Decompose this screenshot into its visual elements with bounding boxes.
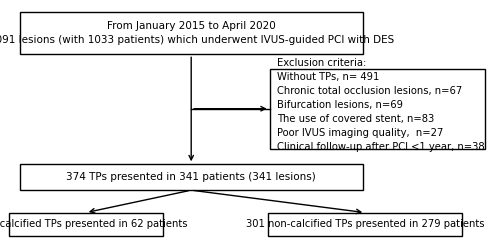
Text: From January 2015 to April 2020
1091 lesions (with 1033 patients) which underwen: From January 2015 to April 2020 1091 les…: [0, 21, 394, 45]
FancyBboxPatch shape: [268, 213, 462, 236]
Text: 73 calcified TPs presented in 62 patients: 73 calcified TPs presented in 62 patient…: [0, 219, 188, 229]
FancyBboxPatch shape: [20, 164, 362, 190]
Text: 301 non-calcified TPs presented in 279 patients: 301 non-calcified TPs presented in 279 p…: [246, 219, 484, 229]
FancyBboxPatch shape: [20, 12, 362, 54]
Text: Exclusion criteria:
Without TPs, n= 491
Chronic total occlusion lesions, n=67
Bi: Exclusion criteria: Without TPs, n= 491 …: [277, 58, 484, 152]
FancyBboxPatch shape: [270, 68, 485, 149]
FancyBboxPatch shape: [8, 213, 163, 236]
Text: 374 TPs presented in 341 patients (341 lesions): 374 TPs presented in 341 patients (341 l…: [66, 172, 316, 182]
